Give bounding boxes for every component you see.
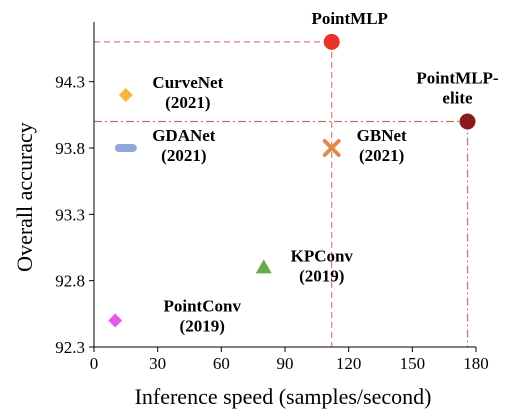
x-tick-label: 0 bbox=[90, 354, 99, 373]
data-points bbox=[108, 33, 476, 328]
pointmlp-marker bbox=[323, 33, 340, 50]
gdanet-label-line: (2021) bbox=[161, 146, 206, 165]
x-tick-label: 60 bbox=[213, 354, 230, 373]
x-tick-label: 30 bbox=[149, 354, 166, 373]
pointmlp-elite-marker bbox=[459, 113, 476, 130]
pointmlp-elite-label: PointMLP-elite bbox=[416, 68, 498, 107]
x-tick-label: 120 bbox=[336, 354, 362, 373]
y-tick-label: 93.8 bbox=[55, 139, 85, 158]
gdanet-label: GDANet (2021) bbox=[152, 126, 216, 165]
gbnet-label-line: GBNet bbox=[357, 126, 407, 145]
kpconv-marker bbox=[255, 259, 272, 274]
x-tick-label: 180 bbox=[463, 354, 489, 373]
y-tick-label: 92.3 bbox=[55, 338, 85, 357]
pointconv-label: PointConv (2019) bbox=[163, 296, 241, 335]
y-axis-title: Overall accuracy bbox=[12, 122, 37, 272]
gbnet-marker bbox=[322, 139, 341, 158]
guide-lines bbox=[94, 41, 469, 347]
pointconv-label-line: PointConv bbox=[163, 296, 241, 315]
x-stroke bbox=[322, 139, 341, 158]
kpconv-label: KPConv (2019) bbox=[291, 246, 354, 285]
curvenet-marker bbox=[118, 87, 133, 102]
axes bbox=[89, 22, 477, 352]
kpconv-label-line: (2019) bbox=[299, 266, 344, 285]
y-tick-label: 93.3 bbox=[55, 205, 85, 224]
gdanet-marker bbox=[114, 144, 137, 153]
gbnet-label-line: (2021) bbox=[359, 146, 404, 165]
pointmlp-label-line: PointMLP bbox=[311, 9, 388, 28]
curvenet-label: CurveNet (2021) bbox=[152, 73, 223, 112]
tick-labels: 0 30 60 90 120 150 180 92.3 92.8 93.3 93.8 94.3 bbox=[55, 73, 489, 373]
pointmlp-elite-label-line: PointMLP- bbox=[416, 68, 498, 87]
curvenet-label-line: (2021) bbox=[165, 93, 210, 112]
pointmlp-label: PointMLP bbox=[311, 9, 388, 28]
gdanet-label-line: GDANet bbox=[152, 126, 216, 145]
y-tick-label: 92.8 bbox=[55, 272, 85, 291]
x-axis-title: Inference speed (samples/second) bbox=[135, 384, 432, 409]
y-tick-label: 94.3 bbox=[55, 73, 85, 92]
pointconv-marker bbox=[108, 313, 123, 328]
curvenet-label-line: CurveNet bbox=[152, 73, 223, 92]
pointmlp-elite-label-line: elite bbox=[442, 88, 473, 107]
gbnet-label: GBNet (2021) bbox=[357, 126, 407, 165]
kpconv-label-line: KPConv bbox=[291, 246, 354, 265]
x-tick-label: 150 bbox=[400, 354, 426, 373]
x-tick-label: 90 bbox=[277, 354, 294, 373]
pointconv-label-line: (2019) bbox=[180, 316, 225, 335]
